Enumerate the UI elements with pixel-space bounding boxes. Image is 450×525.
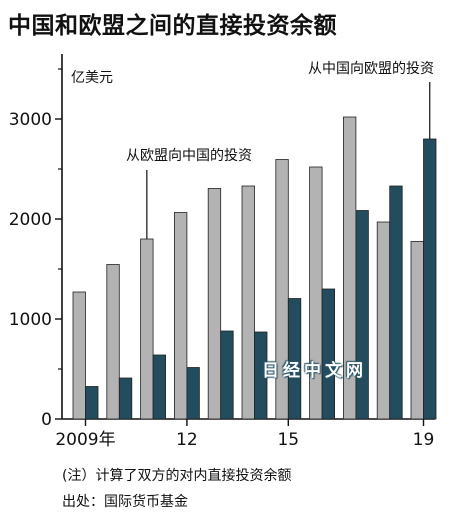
chart-source: 出处：国际货币基金 xyxy=(62,494,188,510)
chart-note: (注）计算了双方的对内直接投资余额 xyxy=(62,468,292,484)
bar-china-to-eu-2013 xyxy=(220,330,234,420)
bar-eu-to-china-2009 xyxy=(72,291,86,420)
bar-eu-to-china-2010 xyxy=(106,264,120,420)
series-annotation-label: 从中国向欧盟的投资 xyxy=(308,61,434,77)
x-tick-label: 19 xyxy=(413,430,435,450)
y-unit-label: 亿美元 xyxy=(71,70,113,86)
bar-eu-to-china-2016 xyxy=(309,166,323,420)
y-tick-label: 0 xyxy=(41,410,52,430)
bar-china-to-eu-2018 xyxy=(389,185,403,420)
bar-eu-to-china-2013 xyxy=(207,188,222,420)
chart-title: 中国和欧盟之间的直接投资余额 xyxy=(8,13,337,39)
bar-eu-to-china-2015 xyxy=(275,159,289,420)
y-tick-label: 2000 xyxy=(9,210,52,230)
bar-eu-to-china-2014 xyxy=(241,185,255,420)
x-tick-label: 12 xyxy=(176,430,198,450)
bar-eu-to-china-2012 xyxy=(173,212,188,420)
bar-china-to-eu-2016 xyxy=(321,288,336,420)
bar-eu-to-china-2019 xyxy=(410,241,424,420)
series-annotation-label: 从欧盟向中国的投资 xyxy=(126,148,252,164)
bar-eu-to-china-2011 xyxy=(140,238,154,420)
bar-china-to-eu-2014 xyxy=(254,331,268,420)
y-tick-label: 3000 xyxy=(9,110,52,130)
bar-china-to-eu-2011 xyxy=(152,354,167,420)
bar-china-to-eu-2009 xyxy=(85,386,99,420)
y-tick-label: 1000 xyxy=(9,310,52,330)
watermark: 日经中文网 xyxy=(262,361,367,381)
bar-china-to-eu-2015 xyxy=(287,298,302,420)
bar-china-to-eu-2019 xyxy=(423,138,437,420)
bar-eu-to-china-2018 xyxy=(376,221,391,420)
bar-china-to-eu-2012 xyxy=(186,367,200,420)
x-tick-label: 15 xyxy=(277,430,299,450)
bar-china-to-eu-2010 xyxy=(118,377,133,420)
bar-china-to-eu-2017 xyxy=(355,210,369,420)
x-tick-label: 2009年 xyxy=(55,430,115,450)
